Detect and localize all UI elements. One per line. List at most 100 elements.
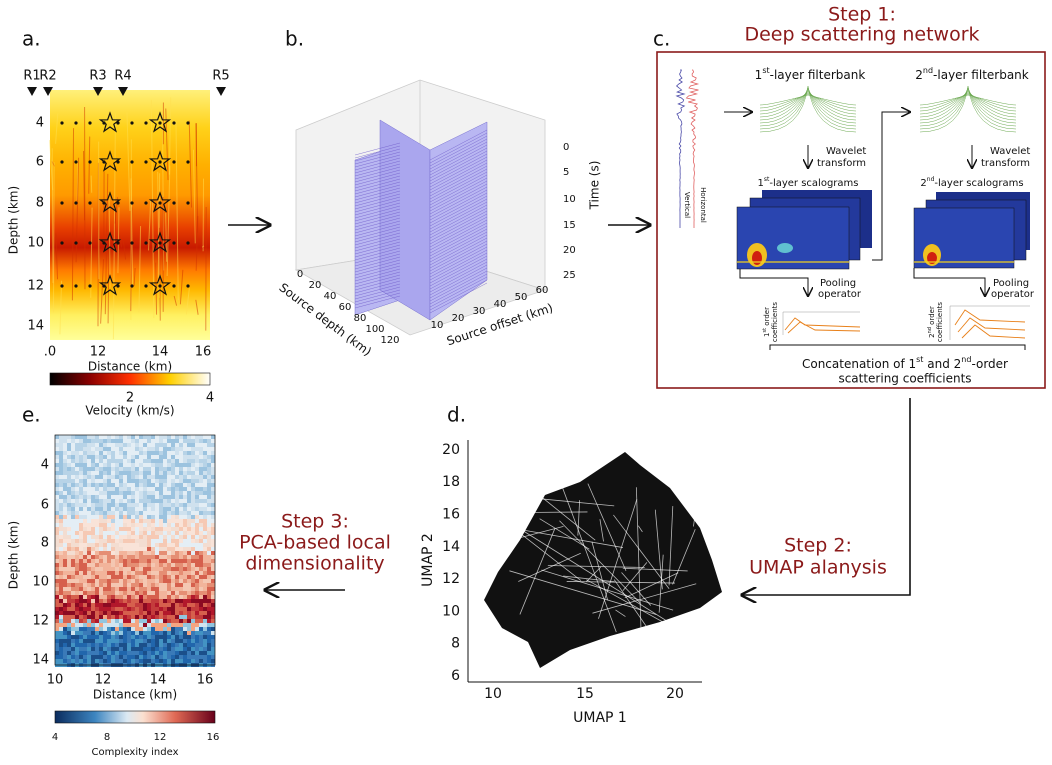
cell xyxy=(203,539,207,543)
cell xyxy=(67,539,71,543)
cell xyxy=(59,511,63,515)
cell xyxy=(135,651,139,655)
cell xyxy=(187,495,191,499)
cell xyxy=(95,475,99,479)
source xyxy=(186,241,189,244)
cell xyxy=(171,479,175,483)
cell xyxy=(75,491,79,495)
cell xyxy=(131,551,135,555)
cell xyxy=(155,655,159,659)
cell xyxy=(147,443,151,447)
cell xyxy=(55,515,59,519)
cell xyxy=(207,459,211,463)
cell xyxy=(75,455,79,459)
cell xyxy=(151,615,155,619)
cell xyxy=(115,651,119,655)
x-tick-label: 16 xyxy=(197,673,214,688)
cell xyxy=(211,527,215,531)
colorbar-label: Complexity index xyxy=(91,747,178,758)
cell xyxy=(207,479,211,483)
cell xyxy=(71,655,75,659)
cell xyxy=(87,611,91,615)
y-tick-label: 6 xyxy=(41,498,49,513)
cell xyxy=(203,475,207,479)
cell xyxy=(207,447,211,451)
cell xyxy=(123,595,127,599)
cell xyxy=(103,475,107,479)
cell xyxy=(111,475,115,479)
cell xyxy=(191,639,195,643)
cell xyxy=(107,627,111,631)
cell xyxy=(163,551,167,555)
cell xyxy=(211,619,215,623)
cell xyxy=(111,659,115,663)
cell xyxy=(151,623,155,627)
cell xyxy=(107,587,111,591)
cell xyxy=(103,499,107,503)
cell xyxy=(179,599,183,603)
cell xyxy=(199,603,203,607)
cell xyxy=(143,467,147,471)
cell xyxy=(91,563,95,567)
cell xyxy=(155,495,159,499)
cell xyxy=(151,491,155,495)
cell xyxy=(139,623,143,627)
cell xyxy=(103,643,107,647)
cell xyxy=(151,627,155,631)
cell xyxy=(55,523,59,527)
cell xyxy=(135,639,139,643)
cell xyxy=(115,575,119,579)
cell xyxy=(63,631,67,635)
cell xyxy=(115,455,119,459)
cell xyxy=(131,435,135,439)
cell xyxy=(63,583,67,587)
cell xyxy=(143,635,147,639)
cell xyxy=(195,543,199,547)
cell xyxy=(199,455,203,459)
cell xyxy=(179,551,183,555)
cell xyxy=(183,467,187,471)
cell xyxy=(127,507,131,511)
cell xyxy=(195,575,199,579)
cell xyxy=(207,451,211,455)
cell xyxy=(127,543,131,547)
cell xyxy=(79,639,83,643)
cell xyxy=(147,551,151,555)
cell xyxy=(103,563,107,567)
cell xyxy=(143,543,147,547)
cell xyxy=(59,579,63,583)
cell xyxy=(183,543,187,547)
cell xyxy=(103,439,107,443)
cell xyxy=(175,599,179,603)
cell xyxy=(203,483,207,487)
cell xyxy=(159,607,163,611)
cell xyxy=(95,491,99,495)
cell xyxy=(151,507,155,511)
cell xyxy=(167,475,171,479)
cell xyxy=(55,519,59,523)
cell xyxy=(55,647,59,651)
cell xyxy=(111,515,115,519)
cell xyxy=(183,487,187,491)
cell xyxy=(187,543,191,547)
cell xyxy=(123,647,127,651)
cell xyxy=(143,659,147,663)
cell xyxy=(175,491,179,495)
cell xyxy=(187,527,191,531)
cell xyxy=(67,487,71,491)
cell xyxy=(131,599,135,603)
cell xyxy=(119,507,123,511)
cell xyxy=(159,483,163,487)
cell xyxy=(95,611,99,615)
cell xyxy=(135,603,139,607)
cell xyxy=(95,623,99,627)
cell xyxy=(155,527,159,531)
cell xyxy=(135,623,139,627)
cell xyxy=(167,631,171,635)
cell xyxy=(75,615,79,619)
cell xyxy=(87,439,91,443)
cell xyxy=(147,479,151,483)
cell xyxy=(83,487,87,491)
cell xyxy=(131,451,135,455)
cell xyxy=(139,587,143,591)
